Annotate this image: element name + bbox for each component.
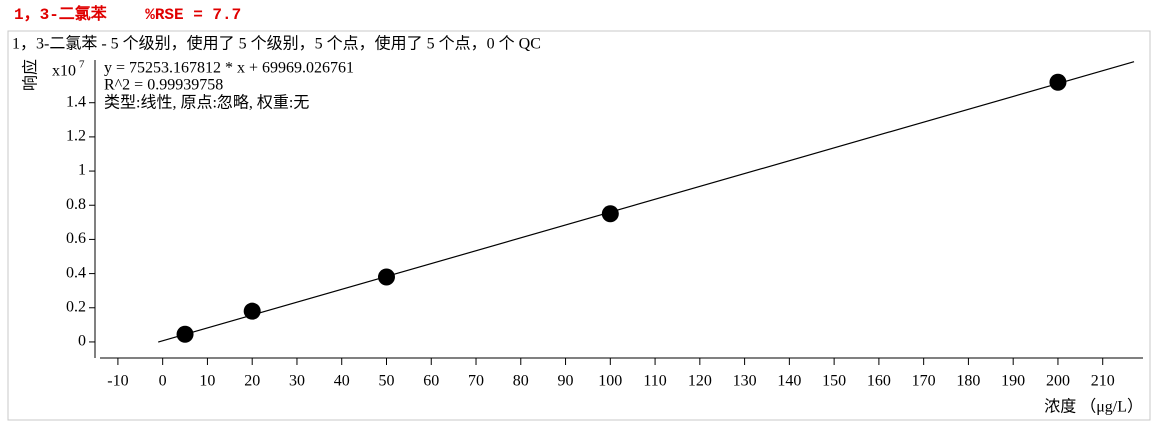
y-multiplier: x10	[52, 63, 76, 80]
x-tick-label: 90	[558, 373, 574, 390]
y-axis-label: 响应	[21, 59, 40, 91]
y-tick-label: 1.4	[66, 93, 86, 110]
annotation: R^2 = 0.99939758	[104, 77, 223, 94]
x-tick-label: 70	[468, 373, 484, 390]
y-tick-label: 0.2	[66, 298, 86, 315]
data-point	[243, 302, 261, 320]
x-tick-label: 170	[912, 373, 936, 390]
x-tick-label: 130	[733, 373, 757, 390]
x-tick-label: 110	[643, 373, 666, 390]
x-tick-label: 10	[199, 373, 215, 390]
chart-title: 1，3-二氯苯 %RSE = 7.7	[14, 4, 241, 24]
data-point	[377, 268, 395, 286]
x-tick-label: 160	[867, 373, 891, 390]
data-point	[176, 325, 194, 343]
x-tick-label: 0	[159, 373, 167, 390]
y-tick-label: 1	[78, 162, 86, 179]
x-tick-label: 40	[334, 373, 350, 390]
fit-line	[158, 61, 1135, 343]
x-tick-label: 200	[1046, 373, 1070, 390]
chart-subtitle: 1，3-二氯苯 - 5 个级别，使用了 5 个级别，5 个点，使用了 5 个点，…	[12, 35, 541, 53]
x-axis-label: 浓度 （μg/L）	[1044, 398, 1143, 416]
x-tick-label: 20	[244, 373, 260, 390]
x-tick-label: 150	[822, 373, 846, 390]
x-tick-label: 30	[289, 373, 305, 390]
x-tick-label: 180	[956, 373, 980, 390]
plot-frame	[7, 30, 1151, 421]
y-tick-label: 0.8	[66, 196, 86, 213]
y-tick-label: 0.6	[66, 230, 86, 247]
annotation: y = 75253.167812 * x + 69969.026761	[104, 60, 354, 77]
data-point	[1049, 73, 1067, 91]
x-tick-label: 120	[688, 373, 712, 390]
x-tick-label: 80	[513, 373, 529, 390]
annotation: 类型:线性, 原点:忽略, 权重:无	[104, 94, 309, 112]
x-tick-label: 140	[777, 373, 801, 390]
x-tick-label: 210	[1091, 373, 1115, 390]
y-tick-label: 0.4	[66, 264, 86, 281]
data-point	[601, 205, 619, 223]
x-tick-label: 100	[598, 373, 622, 390]
x-tick-label: -10	[107, 373, 128, 390]
x-tick-label: 60	[423, 373, 439, 390]
y-tick-label: 0	[78, 333, 86, 350]
y-tick-label: 1.2	[66, 128, 86, 145]
x-tick-label: 190	[1001, 373, 1025, 390]
x-tick-label: 50	[378, 373, 394, 390]
y-multiplier-exponent: 7	[79, 59, 85, 71]
